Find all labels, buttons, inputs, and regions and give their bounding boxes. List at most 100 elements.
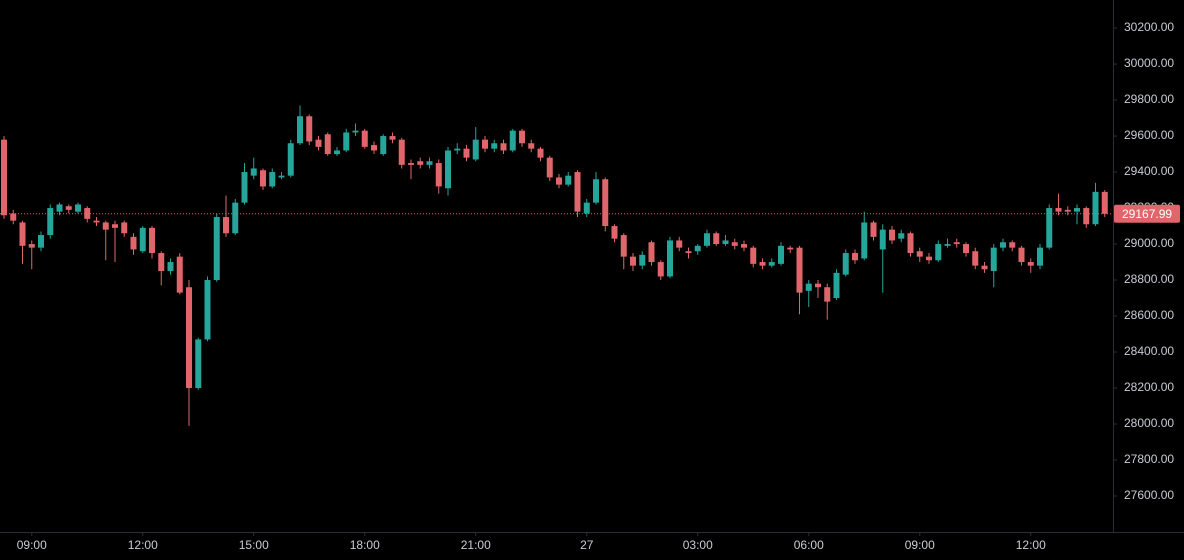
candle-body (1018, 247, 1025, 263)
candle-body (509, 130, 516, 151)
candle-body (805, 283, 812, 291)
y-tick-label: 29800.00 (1124, 92, 1174, 106)
candle-body (852, 253, 858, 261)
candle-body (306, 116, 313, 142)
candle-body (528, 143, 535, 149)
candle-body (648, 242, 655, 263)
candle-body (685, 251, 692, 254)
candle-body (324, 134, 331, 155)
candle-body (93, 220, 100, 223)
candle-body (583, 202, 590, 214)
candle-body (861, 222, 868, 259)
candle-body (223, 217, 229, 234)
y-tick-label: 29400.00 (1124, 164, 1174, 178)
x-tick-label: 03:00 (683, 538, 713, 552)
candle-body (408, 163, 414, 165)
candle-body (556, 177, 562, 185)
candle-body (972, 251, 979, 266)
candles (1, 105, 1108, 426)
y-tick-label: 28800.00 (1124, 272, 1174, 286)
candle-body (417, 161, 424, 165)
candle-body (1009, 242, 1016, 248)
candle-body (815, 283, 821, 288)
x-tick-label: 15:00 (239, 538, 269, 552)
candle-body (759, 262, 766, 266)
candle-body (260, 170, 266, 187)
candle-body (343, 132, 350, 151)
x-tick-label: 21:00 (461, 538, 491, 552)
candle-body (574, 172, 581, 212)
candle-body (1046, 208, 1053, 248)
candle-body (787, 247, 794, 250)
candle-body (750, 247, 757, 264)
candle-body (1101, 191, 1108, 214)
y-tick-label: 28000.00 (1124, 416, 1174, 430)
candle-body (241, 172, 248, 203)
candle-body (990, 247, 997, 272)
candle-body (546, 157, 553, 178)
candle-body (463, 148, 470, 158)
candle-body (398, 139, 405, 165)
candle-body (65, 206, 72, 210)
candle-body (380, 136, 387, 155)
y-tick-label: 27800.00 (1124, 452, 1174, 466)
candle-body (10, 213, 17, 221)
candle-body (28, 244, 35, 248)
candle-body (889, 229, 895, 241)
y-tick-label: 28400.00 (1124, 344, 1174, 358)
candle-body (907, 233, 914, 254)
candle-body (741, 244, 747, 248)
candle-body (722, 240, 729, 245)
candle-body (269, 172, 276, 187)
candle-body (19, 222, 26, 246)
candle-body (186, 287, 192, 389)
candle-body (195, 339, 202, 389)
candle-body (204, 280, 211, 340)
candle-body (593, 179, 599, 203)
x-tick-label: 18:00 (350, 538, 380, 552)
candle-body (657, 262, 664, 277)
candle-body (639, 254, 646, 266)
candle-body (565, 175, 572, 185)
candle-body (334, 150, 340, 155)
candle-body (297, 116, 303, 144)
candle-body (916, 251, 923, 257)
candle-body (454, 148, 461, 151)
candle-body (981, 265, 988, 270)
candle-body (121, 222, 128, 234)
candle-body (278, 175, 285, 178)
candle-body (879, 229, 886, 250)
candle-body (371, 145, 377, 151)
y-tick-label: 29600.00 (1124, 128, 1174, 142)
candle-body (158, 253, 165, 272)
candle-body (149, 227, 155, 254)
candle-body (491, 143, 498, 149)
candle-body (139, 227, 146, 252)
y-tick-label: 28200.00 (1124, 380, 1174, 394)
candle-body (1083, 208, 1090, 225)
candle-body (824, 287, 831, 302)
candle-body (287, 143, 294, 176)
candle-body (232, 202, 239, 234)
candle-body (38, 235, 44, 248)
candle-body (935, 244, 942, 261)
candle-body (731, 242, 738, 246)
candle-body (56, 204, 63, 212)
candle-body (482, 139, 488, 149)
candle-body (435, 163, 442, 187)
x-tick-label: 09:00 (905, 538, 935, 552)
candle-body (1074, 208, 1080, 212)
x-tick-label: 06:00 (794, 538, 824, 552)
candle-body (250, 168, 257, 176)
candle-body (1064, 209, 1071, 212)
candle-body (389, 136, 396, 140)
candle-body (537, 148, 544, 158)
last-price-badge (1114, 204, 1180, 223)
candle-body (620, 235, 627, 257)
candle-body (676, 240, 683, 248)
candle-body (926, 256, 932, 261)
candle-body (472, 139, 479, 160)
candle-body (667, 240, 673, 277)
